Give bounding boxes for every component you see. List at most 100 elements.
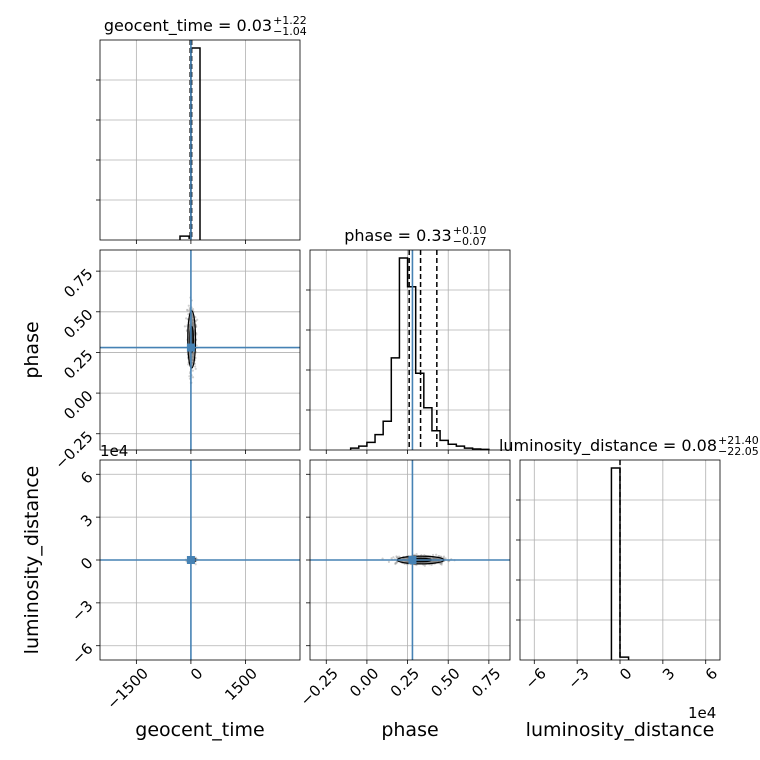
sample-point bbox=[194, 563, 197, 566]
ytick-label-luminosity_distance: 0 bbox=[77, 554, 96, 573]
sample-point bbox=[434, 560, 438, 563]
panel-frame-geocent_time bbox=[99, 39, 301, 241]
sample-point bbox=[191, 321, 195, 324]
xtick-label-geocent_time: 0 bbox=[187, 664, 206, 683]
sample-point bbox=[394, 562, 397, 565]
sample-point bbox=[432, 560, 435, 563]
sample-point bbox=[191, 316, 194, 320]
x-offset-label: 1e4 bbox=[688, 704, 716, 722]
panel-frame-luminosity_distance bbox=[519, 459, 721, 661]
sample-point bbox=[430, 563, 433, 566]
hist-panel-phase: phase = 0.33 +0.10−0.07 bbox=[306, 224, 511, 454]
xtick-label-luminosity_distance: 3 bbox=[659, 664, 678, 683]
panel-title-geocent_time: geocent_time = 0.03 +1.22−1.04 bbox=[104, 14, 307, 38]
hist-panel-geocent_time: geocent_time = 0.03 +1.22−1.04 bbox=[96, 14, 307, 244]
ytick-label-luminosity_distance: 3 bbox=[77, 511, 96, 530]
sample-point bbox=[191, 321, 194, 324]
sample-point bbox=[432, 557, 435, 560]
sample-point bbox=[191, 323, 194, 326]
xtick-label-phase: 0.00 bbox=[346, 664, 382, 700]
xaxis-label-phase: phase bbox=[381, 719, 438, 741]
sample-point bbox=[191, 321, 194, 324]
sample-point bbox=[432, 557, 436, 560]
xaxis-label-luminosity_distance: luminosity_distance bbox=[526, 719, 715, 741]
xtick-label-luminosity_distance: −3 bbox=[564, 664, 592, 692]
truth-marker bbox=[186, 343, 195, 352]
title-sup-geocent_time: +1.22 bbox=[273, 14, 307, 27]
hist-panel-luminosity_distance: luminosity_distance = 0.08 +21.40−22.05 bbox=[499, 434, 759, 664]
ytick-label-phase: 0.75 bbox=[60, 265, 96, 301]
sample-point bbox=[191, 321, 195, 324]
sample-point bbox=[392, 556, 395, 559]
sample-point bbox=[435, 560, 438, 563]
xtick-label-geocent_time: 1500 bbox=[221, 664, 261, 704]
ytick-label-luminosity_distance: −3 bbox=[68, 597, 96, 625]
sample-point bbox=[387, 560, 391, 564]
sample-point bbox=[396, 556, 399, 559]
sample-point bbox=[191, 355, 194, 359]
ytick-label-phase: −0.25 bbox=[51, 428, 96, 473]
sample-point bbox=[438, 562, 442, 565]
sample-point bbox=[438, 555, 441, 558]
sample-point bbox=[191, 352, 194, 355]
panel-frame-phase bbox=[309, 249, 511, 451]
sample-point bbox=[186, 309, 189, 312]
sample-point bbox=[191, 369, 194, 372]
panel-frame bbox=[99, 459, 301, 661]
sample-point bbox=[185, 317, 188, 320]
xtick-label-luminosity_distance: 0 bbox=[616, 664, 635, 683]
xtick-label-phase: 0.50 bbox=[427, 664, 463, 700]
sample-point bbox=[196, 318, 199, 321]
sample-point bbox=[191, 362, 194, 365]
truth-marker bbox=[186, 556, 195, 564]
sample-point bbox=[191, 376, 195, 379]
sample-point bbox=[433, 560, 436, 563]
histogram-geocent_time bbox=[179, 47, 201, 240]
title-sub-geocent_time: −1.04 bbox=[273, 25, 307, 38]
title-luminosity_distance: luminosity_distance = 0.08 bbox=[499, 436, 717, 456]
sample-point bbox=[192, 322, 195, 326]
xtick-label-phase: 0.25 bbox=[387, 664, 423, 700]
sample-point bbox=[191, 352, 195, 355]
sample-point bbox=[395, 556, 398, 559]
truth-marker bbox=[408, 556, 417, 564]
sample-point bbox=[390, 557, 393, 560]
sample-point bbox=[191, 319, 194, 322]
xtick-label-luminosity_distance: −6 bbox=[521, 664, 549, 692]
sample-point bbox=[423, 564, 426, 567]
sample-point bbox=[431, 553, 435, 557]
xtick-label-luminosity_distance: 6 bbox=[702, 664, 721, 683]
xtick-label-phase: 0.75 bbox=[468, 664, 504, 700]
sample-point bbox=[187, 312, 190, 316]
sample-point bbox=[406, 560, 409, 563]
title-geocent_time: geocent_time = 0.03 bbox=[104, 16, 272, 36]
sample-point bbox=[191, 307, 195, 311]
panel-geocent_time-vs-luminosity_distance bbox=[96, 459, 301, 664]
title-sup-phase: +0.10 bbox=[453, 224, 487, 237]
panel-frame bbox=[309, 459, 511, 661]
sample-point bbox=[194, 367, 197, 370]
sample-point bbox=[191, 358, 194, 362]
xtick-label-geocent_time: −1500 bbox=[103, 664, 152, 713]
sample-point bbox=[195, 344, 198, 347]
sample-point bbox=[431, 560, 435, 563]
panel-phase-vs-luminosity_distance bbox=[306, 459, 511, 664]
ytick-label-phase: 0.50 bbox=[60, 306, 96, 342]
panel-frame bbox=[99, 249, 301, 451]
ytick-label-luminosity_distance: 6 bbox=[77, 468, 96, 487]
title-sub-luminosity_distance: −22.05 bbox=[718, 445, 759, 458]
sample-point bbox=[395, 555, 398, 558]
sample-point bbox=[395, 561, 398, 565]
sample-point bbox=[415, 552, 418, 556]
sample-point bbox=[398, 555, 401, 558]
sample-point bbox=[191, 358, 194, 362]
sample-point bbox=[435, 557, 438, 560]
sample-point bbox=[431, 556, 434, 560]
xtick-label-phase: −0.25 bbox=[297, 664, 342, 709]
sample-point bbox=[191, 354, 194, 358]
yaxis-label-phase: phase bbox=[21, 321, 43, 378]
sample-point bbox=[434, 560, 437, 563]
sample-point bbox=[187, 304, 190, 307]
sample-point bbox=[394, 562, 397, 566]
